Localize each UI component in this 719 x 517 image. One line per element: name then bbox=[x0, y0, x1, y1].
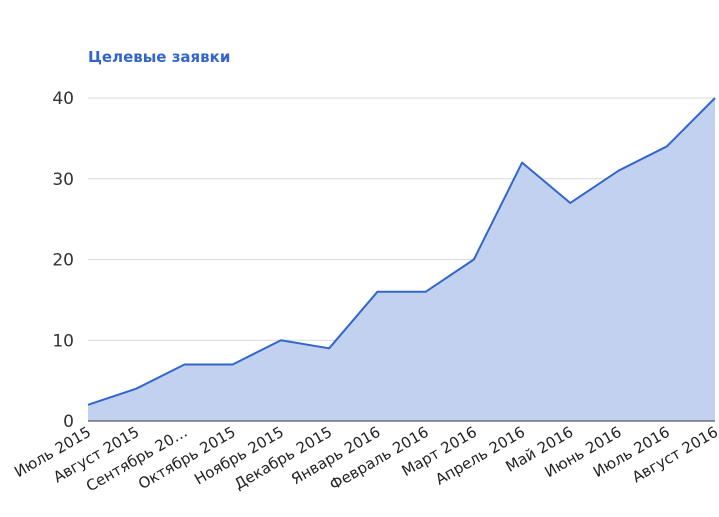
y-tick-label: 10 bbox=[52, 331, 74, 351]
y-tick-label: 30 bbox=[52, 170, 74, 190]
y-tick-label: 40 bbox=[52, 89, 74, 109]
series-area bbox=[88, 98, 715, 421]
chart-title: Целевые заявки bbox=[88, 48, 230, 66]
y-tick-label: 0 bbox=[63, 412, 74, 432]
y-axis-ticks: 0 10 20 30 40 bbox=[52, 89, 74, 432]
y-tick-label: 20 bbox=[52, 251, 74, 271]
series-line bbox=[87, 97, 716, 406]
